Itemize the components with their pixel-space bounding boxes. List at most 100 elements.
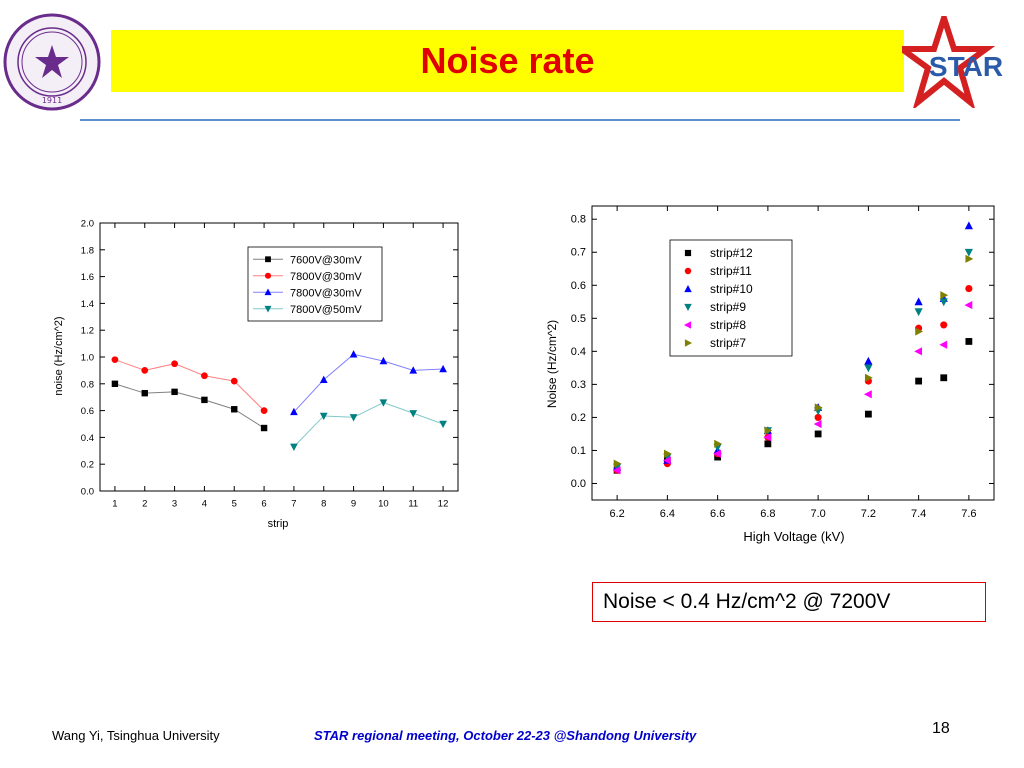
- data-point: [111, 380, 119, 387]
- data-point: [763, 433, 772, 442]
- x-axis-label: strip: [268, 518, 289, 530]
- data-point: [764, 426, 773, 435]
- data-point: [939, 340, 948, 349]
- x-tick-label: 7.0: [810, 508, 825, 520]
- data-point: [260, 407, 268, 414]
- data-point: [141, 367, 149, 374]
- y-axis-label: noise (Hz/cm^2): [53, 316, 65, 395]
- legend-label: 7800V@30mV: [290, 287, 362, 299]
- data-point: [713, 449, 722, 458]
- data-point: [171, 388, 178, 396]
- series-line: [114, 383, 265, 429]
- x-tick-label: 6.2: [609, 508, 624, 520]
- series-line: [293, 402, 444, 448]
- y-tick-label: 1.0: [81, 353, 94, 364]
- x-tick-label: 6.6: [710, 508, 725, 520]
- y-tick-label: 1.2: [81, 326, 94, 337]
- legend-label: 7800V@50mV: [290, 304, 362, 316]
- data-point: [201, 372, 208, 380]
- data-point: [260, 424, 268, 432]
- data-point: [914, 308, 923, 317]
- data-point: [965, 254, 974, 263]
- legend-box: [669, 239, 793, 357]
- legend-marker: [265, 256, 271, 263]
- data-point: [764, 440, 772, 448]
- data-point: [864, 364, 873, 373]
- x-tick-label: 9: [351, 499, 356, 510]
- legend-marker: [684, 284, 692, 293]
- title-divider: [80, 119, 960, 121]
- data-point: [939, 298, 948, 307]
- slide-title: Noise rate: [420, 40, 595, 81]
- data-point: [111, 356, 119, 364]
- data-point: [964, 221, 973, 230]
- legend-marker: [264, 288, 272, 296]
- plot-frame: [591, 205, 995, 501]
- y-tick-label: 0.6: [571, 280, 586, 292]
- x-tick-label: 11: [408, 499, 418, 510]
- strip-noise-chart: noise (Hz/cm^2) strip 0.0 0.2 0.4 0.6 0.8 1.0…: [53, 219, 459, 530]
- star-logo-text: STAR: [929, 51, 1003, 82]
- legend-marker: [684, 249, 692, 257]
- y-axis-label: Noise (Hz/cm^2): [545, 320, 559, 408]
- x-tick-label: 7.6: [961, 508, 976, 520]
- data-point: [379, 399, 388, 407]
- x-tick-label: 6.4: [660, 508, 675, 520]
- y-tick-label: 0.2: [81, 460, 94, 471]
- data-point: [379, 356, 388, 365]
- data-point: [964, 301, 973, 310]
- star-logo: STAR: [892, 8, 1018, 111]
- data-point: [349, 414, 358, 422]
- data-point: [965, 338, 973, 345]
- data-point: [864, 356, 873, 365]
- data-point: [230, 377, 238, 385]
- data-point: [409, 366, 418, 374]
- y-tick-label: 1.8: [81, 245, 94, 256]
- y-tick-label: 0.4: [571, 346, 586, 358]
- legend-marker: [264, 272, 272, 279]
- x-axis-label: High Voltage (kV): [743, 529, 844, 544]
- data-point: [864, 373, 873, 382]
- data-point: [814, 403, 823, 412]
- y-tick-label: 0.7: [571, 247, 586, 259]
- x-tick-label: 10: [378, 499, 389, 510]
- data-point: [914, 297, 923, 306]
- x-tick-label: 2: [142, 499, 147, 510]
- data-point: [349, 350, 358, 358]
- title-bar: Noise rate: [111, 30, 904, 92]
- series-line: [114, 359, 265, 411]
- data-point: [201, 396, 208, 404]
- data-point: [915, 377, 923, 385]
- y-tick-label: 0.6: [81, 406, 94, 417]
- data-point: [439, 364, 447, 373]
- y-tick-label: 0.0: [571, 478, 586, 490]
- legend-label: strip#10: [710, 282, 753, 296]
- y-tick-label: 0.4: [81, 433, 94, 444]
- data-point: [965, 285, 973, 293]
- legend-marker: [684, 339, 693, 347]
- legend-marker: [684, 303, 692, 312]
- data-point: [290, 407, 298, 416]
- legend-label: 7600V@30mV: [290, 254, 362, 266]
- data-point: [662, 456, 671, 465]
- data-point: [915, 327, 924, 336]
- data-point: [864, 410, 872, 418]
- legend-label: strip#12: [710, 246, 753, 260]
- y-tick-label: 1.6: [81, 272, 94, 283]
- legend-label: strip#8: [710, 318, 746, 332]
- data-point: [141, 389, 148, 397]
- data-point: [814, 430, 822, 438]
- footer-meeting: STAR regional meeting, October 22-23 @Sh…: [314, 728, 697, 743]
- note-box: Noise < 0.4 Hz/cm^2 @ 7200V: [592, 582, 986, 622]
- legend-marker: [684, 267, 692, 275]
- legend-label: 7800V@30mV: [290, 271, 362, 283]
- voltage-noise-chart: Noise (Hz/cm^2) High Voltage (kV) 0.0 0.1…: [545, 205, 995, 544]
- legend-label: strip#11: [710, 264, 752, 278]
- data-point: [940, 321, 948, 329]
- x-tick-label: 12: [438, 499, 449, 510]
- data-point: [863, 390, 872, 399]
- x-tick-label: 7: [291, 499, 296, 510]
- data-point: [814, 413, 822, 421]
- y-tick-label: 0.5: [571, 313, 586, 325]
- data-point: [319, 375, 328, 383]
